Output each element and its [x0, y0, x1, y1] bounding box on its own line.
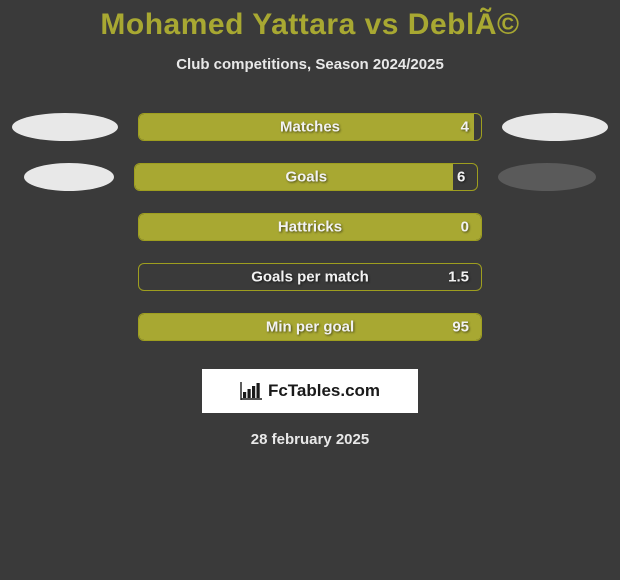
spacer [12, 313, 118, 341]
player1-indicator [12, 113, 118, 141]
player2-indicator [498, 163, 596, 191]
comparison-card: Mohamed Yattara vs DeblÃ© Club competiti… [0, 0, 620, 448]
season-subtitle: Club competitions, Season 2024/2025 [0, 56, 620, 73]
stat-bar: Goals per match 1.5 [138, 263, 482, 291]
stat-row: Hattricks 0 [0, 213, 620, 241]
spacer [502, 213, 608, 241]
stat-bar: Goals 6 [134, 163, 478, 191]
player1-indicator [24, 163, 114, 191]
stat-row: Goals per match 1.5 [0, 263, 620, 291]
player2-indicator [502, 113, 608, 141]
stat-label: Goals [285, 169, 327, 186]
bar-chart-icon [240, 382, 262, 400]
spacer [12, 213, 118, 241]
spacer [12, 263, 118, 291]
stat-bar: Min per goal 95 [138, 313, 482, 341]
stat-value: 1.5 [448, 269, 469, 286]
snapshot-date: 28 february 2025 [0, 431, 620, 448]
logo-text: FcTables.com [268, 381, 380, 401]
stat-value: 4 [461, 119, 469, 136]
stat-row: Goals 6 [0, 163, 620, 191]
stat-value: 95 [452, 319, 469, 336]
stat-value: 6 [457, 169, 465, 186]
stat-row: Matches 4 [0, 113, 620, 141]
stat-bar: Matches 4 [138, 113, 482, 141]
spacer [502, 313, 608, 341]
fctables-logo[interactable]: FcTables.com [202, 369, 418, 413]
stat-rows: Matches 4 Goals 6 Hattricks 0 Goals per match 1… [0, 113, 620, 341]
page-title: Mohamed Yattara vs DeblÃ© [0, 8, 620, 42]
stat-label: Min per goal [266, 319, 354, 336]
stat-bar: Hattricks 0 [138, 213, 482, 241]
stat-label: Hattricks [278, 219, 342, 236]
stat-value: 0 [461, 219, 469, 236]
spacer [502, 263, 608, 291]
stat-label: Matches [280, 119, 340, 136]
stat-row: Min per goal 95 [0, 313, 620, 341]
stat-label: Goals per match [251, 269, 369, 286]
